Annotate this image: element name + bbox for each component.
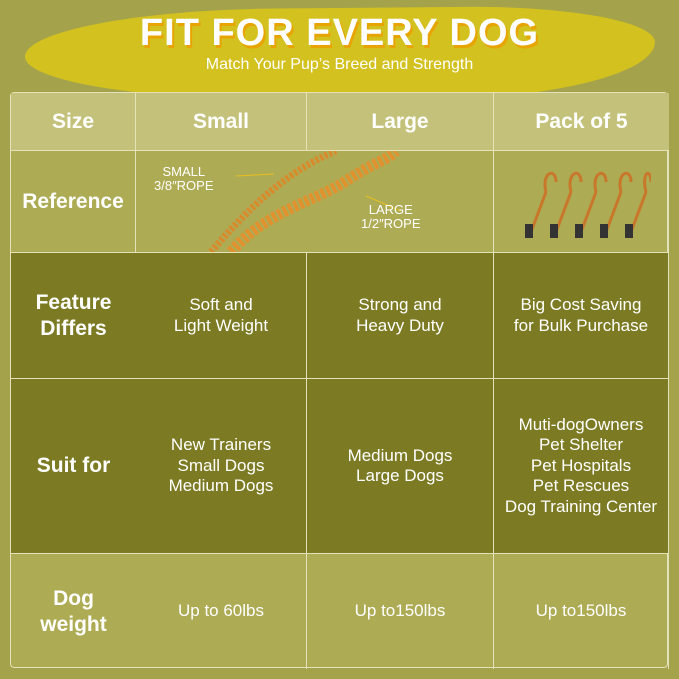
page-title: FIT FOR EVERY DOG <box>139 12 540 54</box>
small-rope-label: SMALL 3/8″ROPE <box>154 164 214 194</box>
weight-small: Up to 60lbs <box>136 554 307 669</box>
feature-large: Strong and Heavy Duty <box>307 253 494 379</box>
row-label-weight: Dog weight <box>40 587 107 636</box>
header-pack: Pack of 5 <box>494 93 669 151</box>
suit-pack: Muti-dogOwners Pet Shelter Pet Hospitals… <box>494 379 669 554</box>
comparison-table: Size Small Large Pack of 5 Reference SMA… <box>10 92 669 669</box>
rope-illustration <box>208 151 402 252</box>
leash-pack-illustration <box>525 171 651 238</box>
large-rope-label: LARGE 1/2″ROPE <box>361 202 421 232</box>
weight-pack: Up to150lbs <box>494 554 669 669</box>
row-label-suit: Suit for <box>11 379 136 554</box>
pack-of-5-image <box>494 151 669 253</box>
row-label-feature: Feature Differs <box>11 253 136 379</box>
page-subtitle: Match Your Pup’s Breed and Strength <box>205 56 474 73</box>
rope-comparison-image: SMALL 3/8″ROPE LARGE 1/2″ROPE <box>136 151 494 253</box>
suit-small: New Trainers Small Dogs Medium Dogs <box>136 379 307 554</box>
feature-small: Soft and Light Weight <box>136 253 307 379</box>
header-size: Size <box>11 93 136 151</box>
weight-large: Up to150lbs <box>307 554 494 669</box>
header-large: Large <box>307 93 494 151</box>
header-small: Small <box>136 93 307 151</box>
suit-large: Medium Dogs Large Dogs <box>307 379 494 554</box>
feature-pack: Big Cost Saving for Bulk Purchase <box>494 253 669 379</box>
row-label-reference: Reference <box>11 151 136 253</box>
